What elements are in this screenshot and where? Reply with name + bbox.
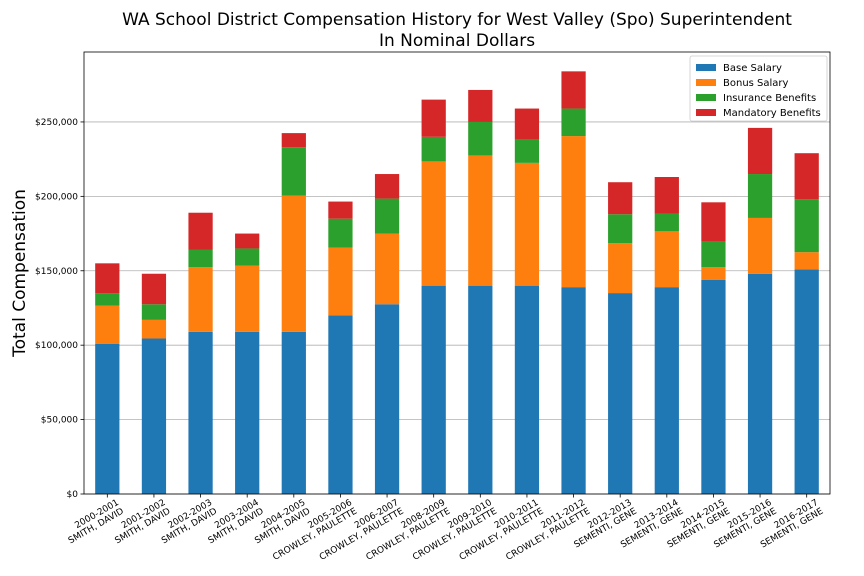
bar-segment-bonus-salary bbox=[701, 267, 726, 280]
bar-segment-mandatory-benefits bbox=[235, 233, 260, 249]
bar-segment-base-salary bbox=[794, 269, 819, 494]
bar-segment-bonus-salary bbox=[794, 252, 819, 270]
bar-segment-bonus-salary bbox=[281, 195, 306, 332]
y-tick-label: $200,000 bbox=[35, 192, 78, 202]
bar-segment-insurance-benefits bbox=[235, 248, 260, 266]
bar-segment-insurance-benefits bbox=[281, 147, 306, 196]
bar-segment-insurance-benefits bbox=[374, 198, 400, 234]
y-tick-label: $50,000 bbox=[41, 416, 78, 426]
bar-segment-base-salary bbox=[747, 273, 773, 494]
y-tick-label: $150,000 bbox=[35, 267, 78, 277]
bar-segment-base-salary bbox=[468, 285, 493, 494]
legend-label: Mandatory Benefits bbox=[723, 108, 821, 119]
bar-segment-base-salary bbox=[188, 331, 213, 494]
bar-segment-insurance-benefits bbox=[747, 174, 773, 218]
bar-segment-insurance-benefits bbox=[654, 213, 679, 232]
bar-segment-base-salary bbox=[654, 287, 679, 494]
bar-segment-mandatory-benefits bbox=[747, 127, 773, 175]
bar-segment-bonus-salary bbox=[188, 267, 213, 332]
bar-segment-insurance-benefits bbox=[514, 139, 540, 163]
bar-segment-mandatory-benefits bbox=[514, 108, 540, 140]
bar-segment-bonus-salary bbox=[328, 247, 353, 316]
plot-frame bbox=[83, 51, 831, 495]
bar-segment-bonus-salary bbox=[608, 243, 633, 294]
bar-segment-mandatory-benefits bbox=[374, 174, 400, 199]
bar-segment-mandatory-benefits bbox=[141, 273, 167, 305]
legend-label: Insurance Benefits bbox=[723, 93, 816, 104]
bar-segment-mandatory-benefits bbox=[608, 182, 633, 215]
bar-segment-insurance-benefits bbox=[95, 293, 120, 306]
bar-segment-bonus-salary bbox=[514, 162, 540, 286]
bar-segment-base-salary bbox=[235, 331, 260, 494]
bar-segment-insurance-benefits bbox=[468, 121, 493, 156]
bar-segment-bonus-salary bbox=[141, 319, 167, 339]
bar-segment-mandatory-benefits bbox=[561, 71, 586, 109]
bar-segment-mandatory-benefits bbox=[95, 263, 120, 294]
bar-segment-mandatory-benefits bbox=[468, 89, 493, 122]
legend-swatch bbox=[696, 94, 716, 101]
bar-segment-base-salary bbox=[281, 331, 306, 494]
bar-segment-base-salary bbox=[328, 315, 353, 494]
legend-swatch bbox=[696, 109, 716, 116]
y-tick-label: $100,000 bbox=[35, 341, 78, 351]
bar-segment-insurance-benefits bbox=[701, 241, 726, 268]
bar-segment-bonus-salary bbox=[374, 233, 400, 305]
bar-segment-mandatory-benefits bbox=[188, 212, 213, 250]
bar-segment-mandatory-benefits bbox=[654, 177, 679, 214]
bar-segment-base-salary bbox=[608, 293, 633, 494]
legend-label: Base Salary bbox=[723, 63, 782, 74]
bar-segment-bonus-salary bbox=[95, 305, 120, 344]
bar-segment-bonus-salary bbox=[468, 155, 493, 286]
bar-segment-base-salary bbox=[561, 287, 586, 494]
bar-segment-insurance-benefits bbox=[188, 249, 213, 268]
bar-segment-mandatory-benefits bbox=[701, 202, 726, 242]
chart-subtitle: In Nominal Dollars bbox=[379, 31, 535, 51]
bar-segment-base-salary bbox=[374, 304, 400, 494]
bar-segment-bonus-salary bbox=[235, 265, 260, 332]
bar-segment-bonus-salary bbox=[561, 136, 586, 288]
bar-segment-mandatory-benefits bbox=[328, 201, 353, 219]
legend: Base Salary Bonus Salary Insurance Benefit… bbox=[689, 55, 828, 122]
bar-segment-mandatory-benefits bbox=[281, 133, 306, 148]
bar-segment-insurance-benefits bbox=[328, 218, 353, 248]
bar-segment-insurance-benefits bbox=[141, 304, 167, 320]
legend-swatch bbox=[696, 79, 716, 86]
bar-segment-base-salary bbox=[421, 285, 446, 494]
chart-title: WA School District Compensation History … bbox=[122, 10, 792, 30]
bar-segment-insurance-benefits bbox=[794, 199, 819, 253]
y-tick-label: $0 bbox=[67, 490, 79, 500]
bar-segment-insurance-benefits bbox=[608, 214, 633, 244]
bar-segment-mandatory-benefits bbox=[421, 99, 446, 137]
bar-segment-bonus-salary bbox=[421, 161, 446, 286]
bar-segment-mandatory-benefits bbox=[794, 153, 819, 200]
bar-segment-base-salary bbox=[514, 285, 540, 494]
legend-swatch bbox=[696, 64, 716, 71]
bar-segment-base-salary bbox=[141, 338, 167, 494]
bar-segment-bonus-salary bbox=[747, 217, 773, 274]
bar-segment-insurance-benefits bbox=[421, 136, 446, 162]
y-axis-label: Total Compensation bbox=[10, 189, 30, 358]
bar-segment-base-salary bbox=[95, 343, 120, 494]
bar-segment-bonus-salary bbox=[654, 231, 679, 288]
legend-box bbox=[689, 55, 828, 122]
bars bbox=[95, 71, 819, 494]
bar-segment-insurance-benefits bbox=[561, 108, 586, 137]
bar-segment-base-salary bbox=[701, 279, 726, 494]
y-tick-label: $250,000 bbox=[35, 118, 78, 128]
legend-label: Bonus Salary bbox=[723, 78, 789, 89]
